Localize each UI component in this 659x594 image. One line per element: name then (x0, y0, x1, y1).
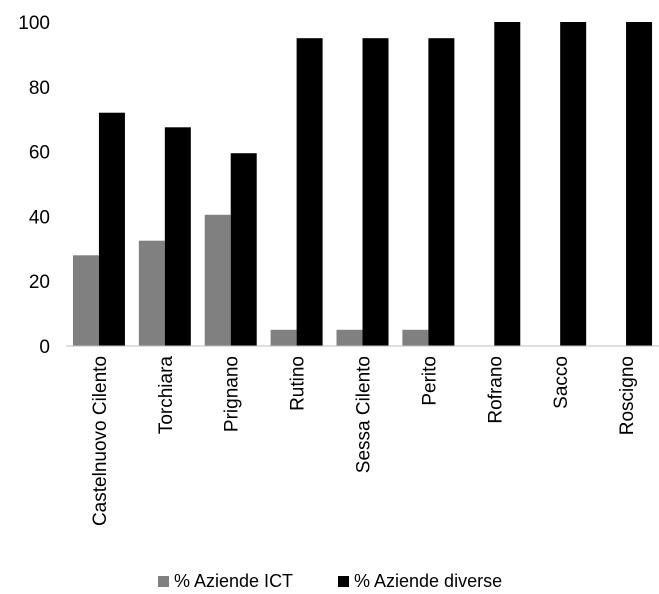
x-tick-label: Prignano (222, 356, 243, 432)
legend-label: % Aziende ICT (174, 571, 293, 591)
legend-swatch (158, 576, 169, 587)
x-tick-label: Torchiara (156, 356, 177, 435)
y-tick-label: 40 (29, 207, 50, 228)
bar-ict (138, 240, 165, 346)
y-axis: 0 20 40 60 80 100 (18, 13, 50, 358)
bar-diverse (428, 38, 455, 346)
bars (72, 22, 653, 346)
x-tick-label: Rofrano (485, 356, 506, 424)
y-tick-label: 20 (29, 272, 50, 293)
bar-diverse (362, 38, 389, 346)
legend-label: % Aziende diverse (354, 571, 502, 591)
bar-ict (72, 255, 99, 346)
y-tick-label: 0 (39, 337, 50, 358)
y-tick-label: 100 (18, 13, 50, 34)
x-tick-label: Sessa Cilento (354, 356, 375, 473)
bar-diverse (230, 153, 257, 346)
y-tick-label: 60 (29, 143, 50, 164)
x-tick-label: Castelnuovo Cilento (90, 356, 111, 526)
x-tick-label: Sacco (551, 356, 572, 409)
x-tick-label: Rutino (288, 356, 309, 411)
x-axis-labels: Castelnuovo Cilento Torchiara Prignano Ruti… (90, 356, 638, 526)
legend: % Aziende ICT % Aziende diverse (158, 571, 502, 591)
bar-diverse (626, 22, 653, 346)
bar-ict (204, 214, 231, 346)
x-tick-label: Perito (419, 356, 440, 406)
y-tick-label: 80 (29, 78, 50, 99)
legend-swatch (338, 576, 349, 587)
bar-diverse (164, 127, 191, 346)
bar-ict (270, 329, 297, 346)
bar-ict (402, 329, 429, 346)
bar-diverse (98, 112, 125, 346)
bar-diverse (560, 22, 587, 346)
bar-diverse (494, 22, 521, 346)
bar-diverse (296, 38, 323, 346)
bar-ict (336, 329, 363, 346)
x-tick-label: Roscigno (617, 356, 638, 435)
